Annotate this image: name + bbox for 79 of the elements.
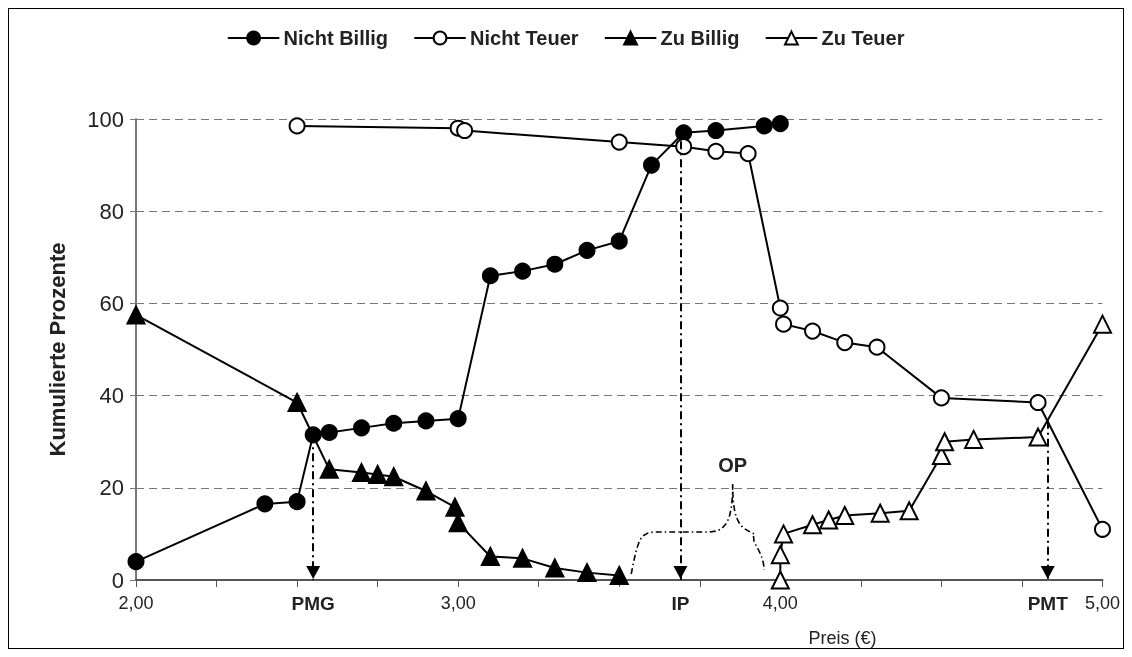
ref-line-label: PMG [291,593,335,614]
point [775,315,793,333]
point [610,232,628,250]
point [480,546,500,566]
point [819,510,839,530]
point [675,138,693,156]
point [545,558,565,578]
legend-label: Nicht Billig [283,27,389,49]
legend-label: Zu Teuer [821,27,905,49]
point [513,548,533,568]
annotation: OP [718,454,748,476]
point [774,524,794,544]
point [578,241,596,259]
point [770,570,790,590]
point [1094,520,1111,538]
ref-line-label: IP [671,593,690,614]
x-tick-label: 5,00 [1084,593,1121,613]
point [384,467,404,487]
point [385,414,403,432]
point [964,429,984,449]
point [707,122,725,140]
point [642,156,660,174]
point [739,145,757,163]
point [1028,427,1048,447]
point [935,432,955,452]
x-tick-label: 4,00 [762,593,798,613]
point [577,563,597,583]
point [445,497,465,517]
point [609,565,629,585]
point [126,305,146,325]
point [675,124,693,142]
point [546,255,564,273]
y-tick-label: 0 [111,567,124,593]
ref-line-label: PMT [1027,593,1069,614]
point [868,338,886,356]
point [416,481,436,501]
legend-label: Nicht Teuer [470,27,579,49]
point [449,410,467,428]
point [368,464,388,484]
point [353,419,371,437]
legend-label: Zu Billig [660,27,740,49]
point [127,553,145,571]
point [287,393,307,413]
point [835,505,855,525]
point [771,299,789,317]
x-axis-title: Preis (€) [808,628,877,648]
y-tick-label: 100 [87,106,124,132]
point [288,117,306,135]
point [417,412,435,430]
x-tick-label: 2,00 [118,593,154,613]
point [319,459,339,479]
point [836,334,854,352]
point [932,389,950,407]
point [1092,314,1112,334]
point [707,142,725,160]
point [803,515,823,535]
y-tick-label: 60 [99,290,124,316]
point [770,545,790,565]
point [256,495,274,513]
y-tick-label: 40 [99,383,124,409]
point [610,133,628,151]
point [804,322,822,340]
point [1029,394,1047,412]
point [899,501,919,521]
point [514,262,532,280]
point [870,503,890,523]
point [448,513,468,533]
point [352,463,372,483]
point [771,115,789,133]
point [481,267,499,285]
point [755,117,773,135]
point [456,122,474,140]
point [288,493,306,511]
y-tick-label: 80 [99,198,124,224]
x-tick-label: 3,00 [440,593,476,613]
y-tick-label: 20 [99,475,124,501]
y-axis-title: Kumulierte Prozente [44,242,70,457]
point [320,423,338,441]
point [304,426,322,444]
